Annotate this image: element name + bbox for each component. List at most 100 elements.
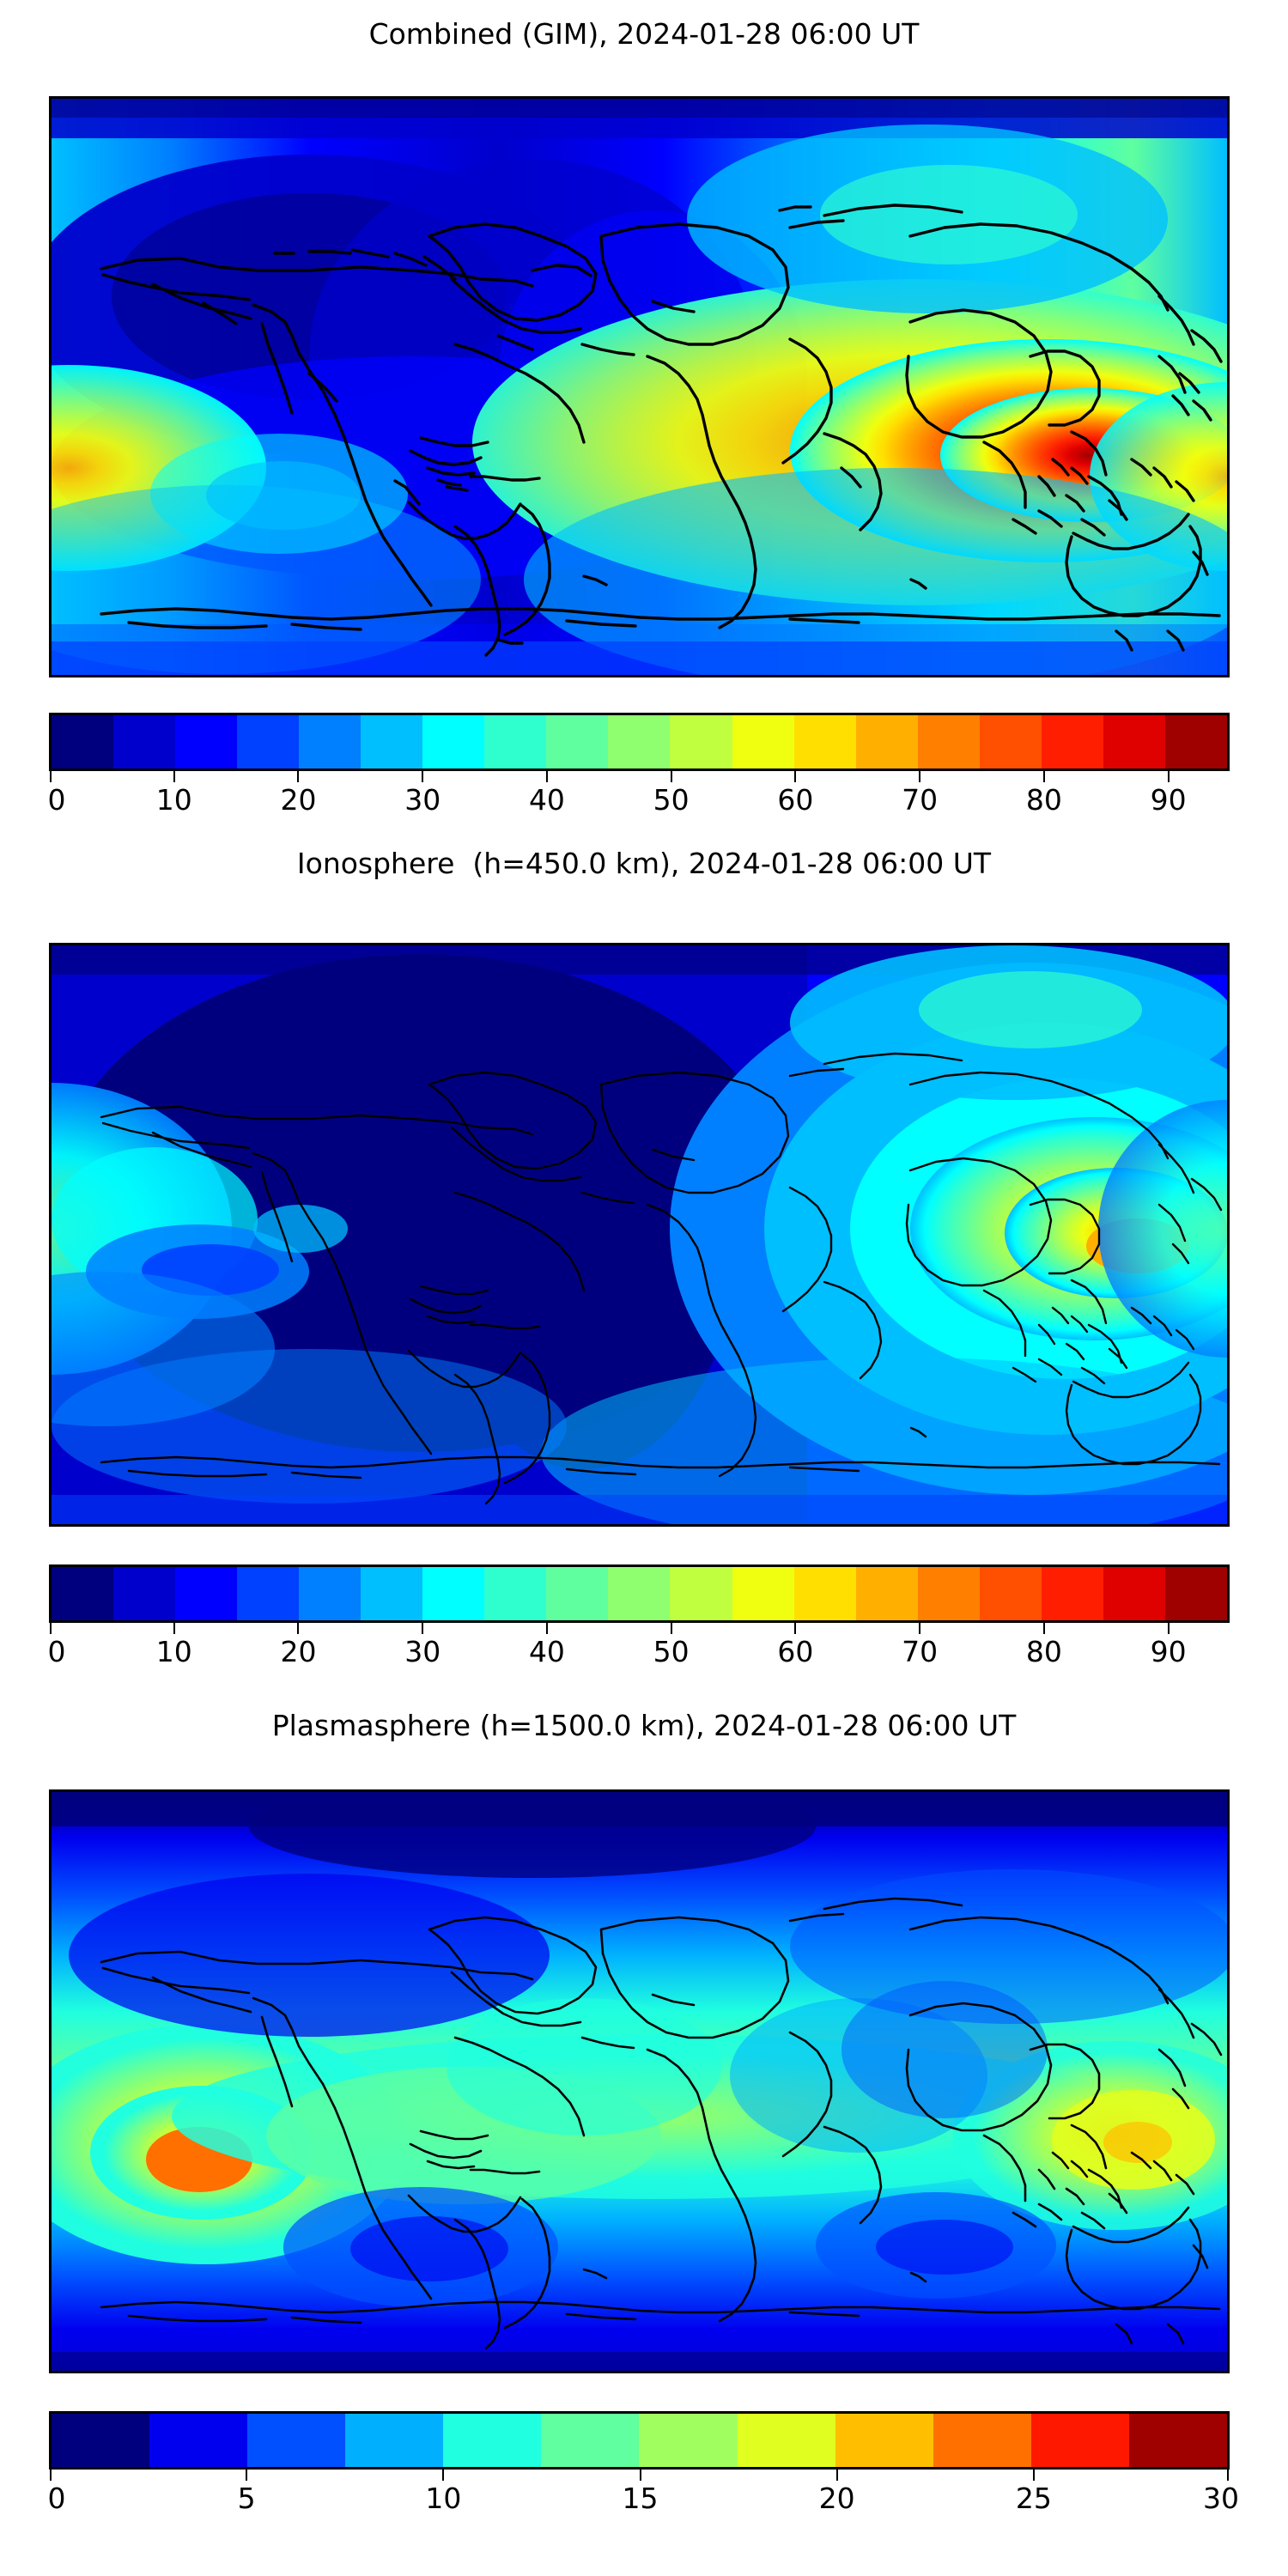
colorbar-band xyxy=(670,1567,732,1620)
colorbar-tick-label: 10 xyxy=(155,783,192,817)
colorbar-tick-label: 40 xyxy=(528,783,565,817)
colorbar-tick-mark xyxy=(1042,771,1045,782)
colorbar-tick-mark xyxy=(1167,771,1170,782)
colorbar-band xyxy=(113,1567,176,1620)
map-ionosphere[interactable] xyxy=(49,943,1230,1527)
colorbar-tick-mark xyxy=(919,771,921,782)
colorbar-band xyxy=(933,2414,1031,2467)
colorbar-tick-label: 50 xyxy=(653,1635,690,1668)
colorbar-band xyxy=(484,1567,547,1620)
colorbar-band xyxy=(175,1567,238,1620)
colorbar-band xyxy=(1103,1567,1165,1620)
panel-title-plasmasphere: Plasmasphere (h=1500.0 km), 2024-01-28 0… xyxy=(271,1709,1017,1742)
colorbar-tick-label: 10 xyxy=(155,1635,192,1668)
colorbar-band xyxy=(546,1567,609,1620)
colorbar-band xyxy=(52,2414,150,2467)
colorbar-band xyxy=(979,715,1042,769)
colorbar-band xyxy=(835,2414,933,2467)
colorbar-tick-mark xyxy=(639,2470,641,2481)
colorbar-band xyxy=(732,715,794,769)
colorbar-band xyxy=(52,1567,114,1620)
colorbar-band xyxy=(855,1567,918,1620)
colorbar-band xyxy=(299,715,361,769)
colorbar-tick-label: 25 xyxy=(1015,2482,1052,2515)
colorbar-tick-mark xyxy=(297,1623,300,1634)
colorbar-tick-label: 70 xyxy=(902,783,939,817)
colorbar-tick-label: 80 xyxy=(1025,783,1062,817)
colorbar-tick-label: 30 xyxy=(404,783,441,817)
colorbar-band xyxy=(247,2414,346,2467)
colorbar-band xyxy=(608,715,671,769)
colorbar-band xyxy=(639,2414,738,2467)
colorbar-tick-label: 60 xyxy=(777,783,814,817)
colorbar-band xyxy=(345,2414,444,2467)
colorbar-combined[interactable]: 0 10 20 30 40 50 60 70 80 90 xyxy=(47,713,1230,824)
colorbar-tick-mark xyxy=(173,1623,175,1634)
colorbar-tick-mark xyxy=(50,2470,52,2481)
colorbar-band xyxy=(422,715,485,769)
colorbar-band xyxy=(361,715,423,769)
colorbar-band xyxy=(1103,715,1165,769)
colorbar-band xyxy=(1041,715,1103,769)
colorbar-band xyxy=(1164,1567,1227,1620)
colorbar-band xyxy=(732,1567,794,1620)
coastlines-ionosphere xyxy=(100,1052,1223,1505)
colorbar-band xyxy=(793,1567,856,1620)
colorbar-tick-label: 50 xyxy=(653,783,690,817)
colorbar-tick-mark xyxy=(1032,2470,1035,2481)
colorbar-tick-mark xyxy=(794,771,797,782)
map-svg-ionosphere xyxy=(52,945,1227,1524)
colorbar-band xyxy=(1041,1567,1103,1620)
colorbar-tick-mark xyxy=(670,771,672,782)
colorbar-tick-label: 5 xyxy=(237,2482,256,2515)
colorbar-tick-mark xyxy=(422,1623,424,1634)
colorbar-tick-mark xyxy=(835,2470,838,2481)
map-svg-plasmasphere xyxy=(52,1792,1227,2371)
colorbar-tick-mark xyxy=(1227,2470,1229,2481)
colorbar-tick-mark xyxy=(50,771,52,782)
map-combined-gim[interactable] xyxy=(49,96,1230,677)
map-plasmasphere[interactable] xyxy=(49,1789,1230,2373)
colorbar-band xyxy=(546,715,609,769)
colorbar-band xyxy=(237,715,300,769)
colorbar-tick-mark xyxy=(794,1623,797,1634)
colorbar-tick-mark xyxy=(422,771,424,782)
colorbar-combined-bands xyxy=(49,713,1230,771)
colorbar-band xyxy=(917,715,980,769)
colorbar-band xyxy=(299,1567,361,1620)
colorbar-tick-label: 15 xyxy=(622,2482,659,2515)
colorbar-band xyxy=(149,2414,248,2467)
colorbar-band xyxy=(361,1567,423,1620)
colorbar-ionosphere-bands xyxy=(49,1564,1230,1623)
colorbar-plasmasphere[interactable]: 0 5 10 15 20 25 30 xyxy=(48,2411,1239,2523)
colorbar-tick-label: 90 xyxy=(1150,783,1187,817)
colorbar-band xyxy=(1030,2414,1129,2467)
colorbar-band xyxy=(979,1567,1042,1620)
colorbar-band xyxy=(175,715,238,769)
colorbar-band xyxy=(52,715,114,769)
colorbar-tick-mark xyxy=(297,771,300,782)
colorbar-tick-label: 70 xyxy=(902,1635,939,1668)
colorbar-tick-mark xyxy=(1042,1623,1045,1634)
colorbar-tick-mark xyxy=(670,1623,672,1634)
panel-title-combined: Combined (GIM), 2024-01-28 06:00 UT xyxy=(368,17,920,51)
coastlines-plasmasphere xyxy=(100,1897,1223,2350)
panel-plasmasphere: Plasmasphere (h=1500.0 km), 2024-01-28 0… xyxy=(0,1709,1288,2576)
colorbar-band xyxy=(855,715,918,769)
colorbar-combined-ticks: 0 10 20 30 40 50 60 70 80 90 xyxy=(47,771,1230,824)
colorbar-tick-label: 0 xyxy=(47,783,66,817)
colorbar-band xyxy=(608,1567,671,1620)
colorbar-ionosphere[interactable]: 0 10 20 30 40 50 60 70 80 90 xyxy=(48,1564,1230,1676)
map-svg-combined xyxy=(52,99,1227,675)
colorbar-tick-mark xyxy=(246,2470,248,2481)
colorbar-tick-label: 20 xyxy=(280,1635,317,1668)
colorbar-band xyxy=(484,715,547,769)
colorbar-band xyxy=(917,1567,980,1620)
colorbar-tick-mark xyxy=(1167,1623,1170,1634)
panel-title-ionosphere: Ionosphere (h=450.0 km), 2024-01-28 06:0… xyxy=(296,847,992,880)
colorbar-band xyxy=(793,715,856,769)
colorbar-tick-label: 10 xyxy=(425,2482,462,2515)
colorbar-band xyxy=(422,1567,485,1620)
colorbar-tick-label: 90 xyxy=(1150,1635,1187,1668)
